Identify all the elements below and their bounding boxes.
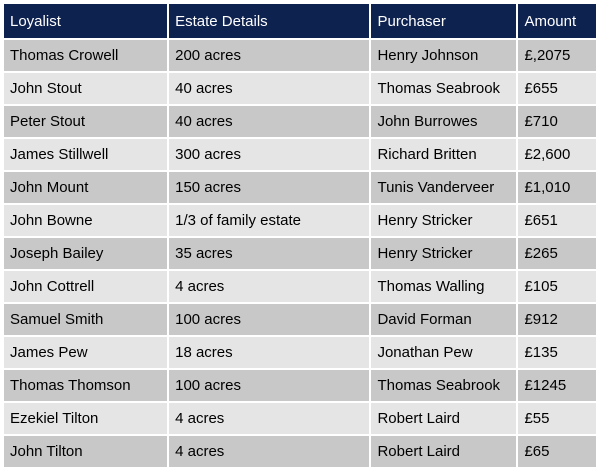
cell-amount: £710 — [518, 106, 596, 137]
cell-loyalist: Joseph Bailey — [4, 238, 168, 269]
cell-estate-details: 4 acres — [169, 403, 370, 434]
cell-estate-details: 300 acres — [169, 139, 370, 170]
table-row: Peter Stout 40 acres John Burrowes £710 — [4, 106, 596, 137]
cell-purchaser: David Forman — [371, 304, 517, 335]
cell-loyalist: James Pew — [4, 337, 168, 368]
cell-loyalist: John Stout — [4, 73, 168, 104]
cell-purchaser: Thomas Seabrook — [371, 370, 517, 401]
cell-purchaser: Thomas Walling — [371, 271, 517, 302]
header-loyalist: Loyalist — [4, 4, 168, 38]
cell-purchaser: Henry Johnson — [371, 40, 517, 71]
cell-purchaser: Robert Laird — [371, 436, 517, 467]
header-row: Loyalist Estate Details Purchaser Amount — [4, 4, 596, 38]
cell-estate-details: 200 acres — [169, 40, 370, 71]
cell-amount: £135 — [518, 337, 596, 368]
cell-amount: £1245 — [518, 370, 596, 401]
table-row: Thomas Crowell 200 acres Henry Johnson £,20… — [4, 40, 596, 71]
cell-estate-details: 150 acres — [169, 172, 370, 203]
cell-estate-details: 100 acres — [169, 304, 370, 335]
cell-purchaser: Richard Britten — [371, 139, 517, 170]
header-purchaser: Purchaser — [371, 4, 517, 38]
cell-estate-details: 4 acres — [169, 436, 370, 467]
cell-purchaser: Jonathan Pew — [371, 337, 517, 368]
cell-amount: £651 — [518, 205, 596, 236]
table-row: John Tilton 4 acres Robert Laird £65 — [4, 436, 596, 467]
cell-amount: £105 — [518, 271, 596, 302]
table-body: Thomas Crowell 200 acres Henry Johnson £,20… — [4, 40, 596, 467]
table-row: Joseph Bailey 35 acres Henry Stricker £265 — [4, 238, 596, 269]
cell-amount: £55 — [518, 403, 596, 434]
cell-loyalist: Thomas Crowell — [4, 40, 168, 71]
cell-loyalist: John Cottrell — [4, 271, 168, 302]
cell-amount: £,2075 — [518, 40, 596, 71]
cell-purchaser: Robert Laird — [371, 403, 517, 434]
cell-estate-details: 40 acres — [169, 106, 370, 137]
header-estate-details: Estate Details — [169, 4, 370, 38]
cell-purchaser: John Burrowes — [371, 106, 517, 137]
cell-loyalist: Peter Stout — [4, 106, 168, 137]
cell-amount: £912 — [518, 304, 596, 335]
cell-loyalist: Ezekiel Tilton — [4, 403, 168, 434]
table-row: Thomas Thomson 100 acres Thomas Seabrook £1… — [4, 370, 596, 401]
cell-purchaser: Tunis Vanderveer — [371, 172, 517, 203]
table-row: John Cottrell 4 acres Thomas Walling £105 — [4, 271, 596, 302]
loyalist-estates-table-container: Loyalist Estate Details Purchaser Amount… — [2, 2, 598, 468]
header-amount: Amount — [518, 4, 596, 38]
cell-estate-details: 35 acres — [169, 238, 370, 269]
cell-amount: £655 — [518, 73, 596, 104]
cell-estate-details: 100 acres — [169, 370, 370, 401]
cell-amount: £2,600 — [518, 139, 596, 170]
cell-estate-details: 40 acres — [169, 73, 370, 104]
loyalist-estates-table: Loyalist Estate Details Purchaser Amount… — [2, 2, 598, 469]
cell-loyalist: Thomas Thomson — [4, 370, 168, 401]
cell-amount: £65 — [518, 436, 596, 467]
cell-estate-details: 1/3 of family estate — [169, 205, 370, 236]
table-row: James Stillwell 300 acres Richard Britten £… — [4, 139, 596, 170]
cell-estate-details: 4 acres — [169, 271, 370, 302]
cell-amount: £265 — [518, 238, 596, 269]
table-row: Samuel Smith 100 acres David Forman £912 — [4, 304, 596, 335]
cell-amount: £1,010 — [518, 172, 596, 203]
cell-purchaser: Henry Stricker — [371, 205, 517, 236]
cell-loyalist: John Tilton — [4, 436, 168, 467]
cell-loyalist: Samuel Smith — [4, 304, 168, 335]
cell-loyalist: John Mount — [4, 172, 168, 203]
cell-purchaser: Henry Stricker — [371, 238, 517, 269]
table-row: John Bowne 1/3 of family estate Henry Stri… — [4, 205, 596, 236]
table-row: John Stout 40 acres Thomas Seabrook £655 — [4, 73, 596, 104]
cell-estate-details: 18 acres — [169, 337, 370, 368]
cell-loyalist: James Stillwell — [4, 139, 168, 170]
cell-purchaser: Thomas Seabrook — [371, 73, 517, 104]
table-row: John Mount 150 acres Tunis Vanderveer £1,01… — [4, 172, 596, 203]
table-row: James Pew 18 acres Jonathan Pew £135 — [4, 337, 596, 368]
cell-loyalist: John Bowne — [4, 205, 168, 236]
table-row: Ezekiel Tilton 4 acres Robert Laird £55 — [4, 403, 596, 434]
